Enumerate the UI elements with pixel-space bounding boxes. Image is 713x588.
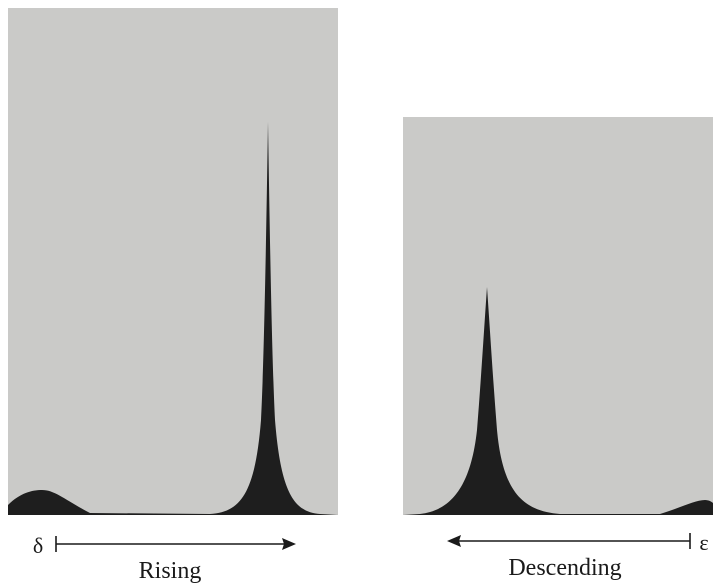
descending-panel <box>403 117 713 515</box>
symbol: δ <box>33 533 43 558</box>
panel-background <box>403 117 713 515</box>
rising-panel <box>8 8 338 515</box>
figure: δ Rising ε Descending <box>0 0 713 588</box>
panel-background <box>8 8 338 515</box>
label: Descending <box>508 555 621 581</box>
symbol: ε <box>699 530 708 555</box>
label: Rising <box>139 558 202 584</box>
